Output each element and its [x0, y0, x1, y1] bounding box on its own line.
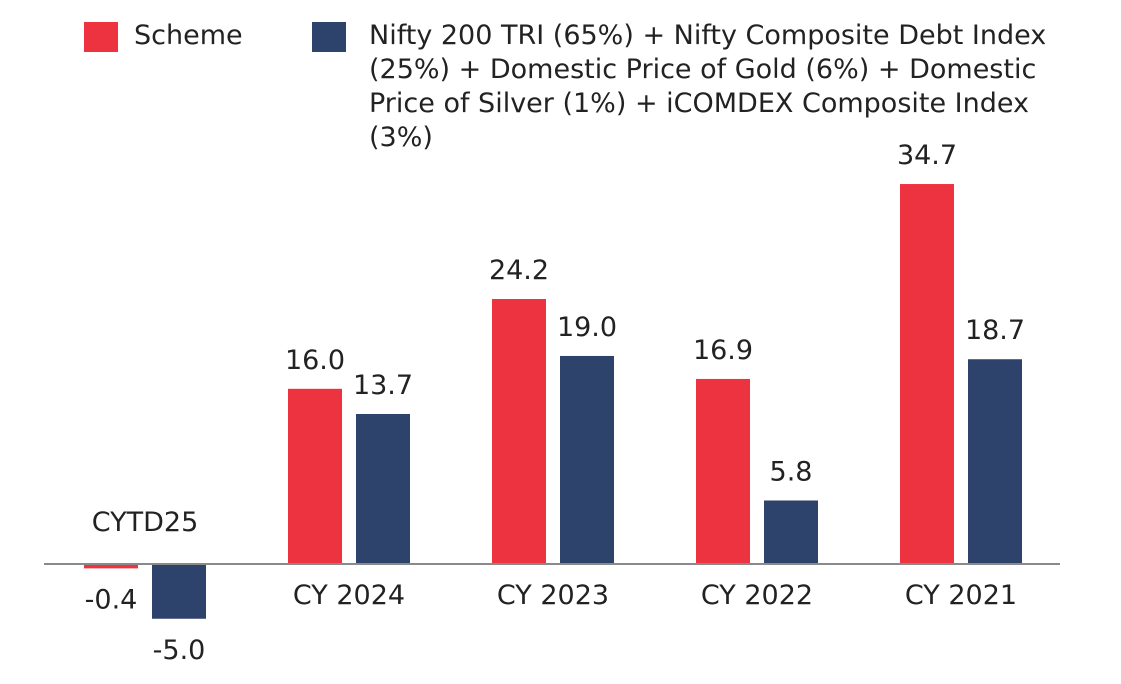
bar-s1-0 — [152, 564, 206, 619]
bar-s1-4 — [968, 359, 1022, 564]
data-label-s0-4: 34.7 — [897, 140, 957, 171]
data-label-s0-0: -0.4 — [85, 584, 138, 615]
category-label-1: CY 2024 — [293, 580, 405, 611]
category-label-4: CY 2021 — [905, 580, 1017, 611]
bar-s0-1 — [288, 388, 342, 564]
legend-label-benchmark: Nifty 200 TRI (65%) + Nifty Composite De… — [369, 20, 1047, 153]
data-label-s0-3: 16.9 — [693, 335, 753, 366]
legend-swatch-benchmark — [312, 22, 346, 52]
legend-label-scheme: Scheme — [134, 20, 243, 51]
category-label-0: CYTD25 — [92, 507, 199, 538]
bar-s0-0 — [84, 564, 138, 569]
bar-s1-2 — [560, 355, 614, 564]
legend-swatch-scheme — [84, 22, 118, 52]
data-label-s1-2: 19.0 — [557, 312, 617, 343]
labels-group: -0.4 -5.0 CYTD25 16.0 13.7 CY 2024 24.2 19.0 CY … — [85, 140, 1025, 666]
bar-s0-2 — [492, 299, 546, 564]
bar-s0-4 — [900, 184, 954, 564]
data-label-s1-0: -5.0 — [153, 635, 206, 666]
bars-group — [84, 184, 1022, 619]
bar-s1-1 — [356, 413, 410, 564]
category-label-3: CY 2022 — [701, 580, 813, 611]
data-label-s0-2: 24.2 — [489, 255, 549, 286]
legend: Scheme Nifty 200 TRI (65%) + Nifty Compo… — [0, 0, 1121, 153]
data-label-s1-3: 5.8 — [770, 456, 813, 487]
bar-s1-3 — [764, 500, 818, 564]
data-label-s1-1: 13.7 — [353, 370, 413, 401]
category-label-2: CY 2023 — [497, 580, 609, 611]
data-label-s0-1: 16.0 — [285, 345, 345, 376]
bar-s0-3 — [696, 378, 750, 564]
data-label-s1-4: 18.7 — [965, 315, 1025, 346]
